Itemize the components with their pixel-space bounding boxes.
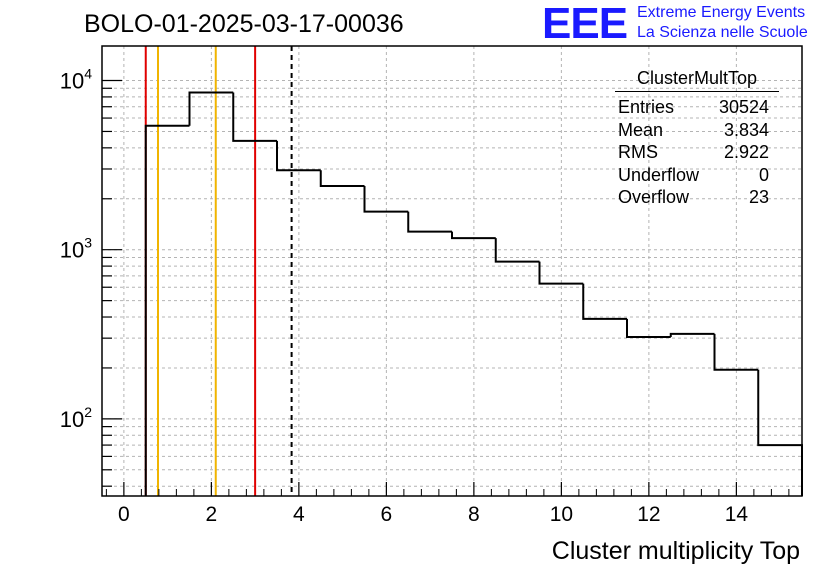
histogram-bin — [232, 92, 277, 142]
stats-row: RMS 2.922 — [609, 141, 779, 164]
stats-row: Overflow 23 — [609, 186, 779, 209]
stats-label: Overflow — [618, 187, 690, 207]
x-tick-label: 10 — [550, 503, 573, 526]
run-title: BOLO-01-2025-03-17-00036 — [84, 10, 404, 38]
eee-logo-mark: EEE — [542, 0, 628, 48]
y-tick-exponent: 3 — [84, 235, 92, 251]
logo-line-2: La Scienza nelle Scuole — [637, 24, 808, 41]
stats-value: 2.922 — [723, 142, 769, 162]
y-tick-exponent: 2 — [84, 404, 92, 420]
y-tick-label: 104 — [60, 66, 92, 94]
x-tick-label: 8 — [468, 503, 480, 526]
stats-label: Underflow — [618, 164, 700, 185]
y-tick-base: 10 — [60, 238, 84, 263]
histogram-bin — [538, 261, 584, 285]
y-tick-base: 10 — [60, 69, 84, 94]
stats-value: 0 — [758, 164, 769, 185]
histogram-bin — [626, 318, 671, 338]
stats-value: 30524 — [718, 97, 769, 117]
marker-lines — [144, 46, 293, 496]
stats-label: Entries — [618, 97, 675, 117]
stats-box-title: ClusterMultTop — [615, 68, 779, 92]
histogram-bin — [713, 333, 759, 371]
histogram-bin — [407, 211, 452, 233]
y-tick-exponent: 4 — [84, 66, 92, 82]
y-tick-label: 102 — [60, 404, 92, 432]
axis-ticks — [102, 79, 790, 496]
histogram-bin — [363, 185, 409, 213]
x-tick-label: 4 — [293, 503, 305, 526]
histogram-bin — [582, 283, 627, 320]
stats-value: 23 — [748, 187, 769, 207]
x-tick-label: 6 — [381, 503, 393, 526]
stats-value: 3.834 — [723, 119, 769, 140]
histogram-bin — [319, 170, 365, 187]
histogram-bin — [757, 369, 803, 496]
logo-line-1: Extreme Energy Events — [637, 4, 806, 21]
histogram-bin — [276, 140, 321, 172]
histogram-bin — [494, 238, 540, 263]
grid-lines — [102, 46, 802, 496]
x-tick-label: 12 — [637, 503, 660, 526]
histogram-bars — [144, 91, 803, 496]
histogram-bin — [669, 332, 715, 337]
y-tick-base: 10 — [60, 407, 84, 432]
x-tick-label: 2 — [206, 503, 218, 526]
x-tick-label: 14 — [725, 503, 749, 526]
plot-frame — [101, 45, 803, 497]
y-tick-label: 103 — [60, 235, 92, 263]
stats-row: Underflow 0 — [609, 164, 779, 187]
stats-box: ClusterMultTop Entries 30524 Mean 3.834 … — [609, 68, 779, 209]
stats-label: RMS — [618, 142, 658, 162]
histogram-bin — [451, 231, 496, 240]
x-tick-label: 0 — [118, 503, 130, 526]
stats-row: Entries 30524 — [609, 96, 779, 119]
stats-row: Mean 3.834 — [609, 119, 779, 142]
histogram-bin — [188, 91, 234, 126]
histogram-bin — [144, 124, 190, 496]
stats-label: Mean — [618, 119, 664, 140]
x-axis-label: Cluster multiplicity Top — [552, 537, 800, 565]
